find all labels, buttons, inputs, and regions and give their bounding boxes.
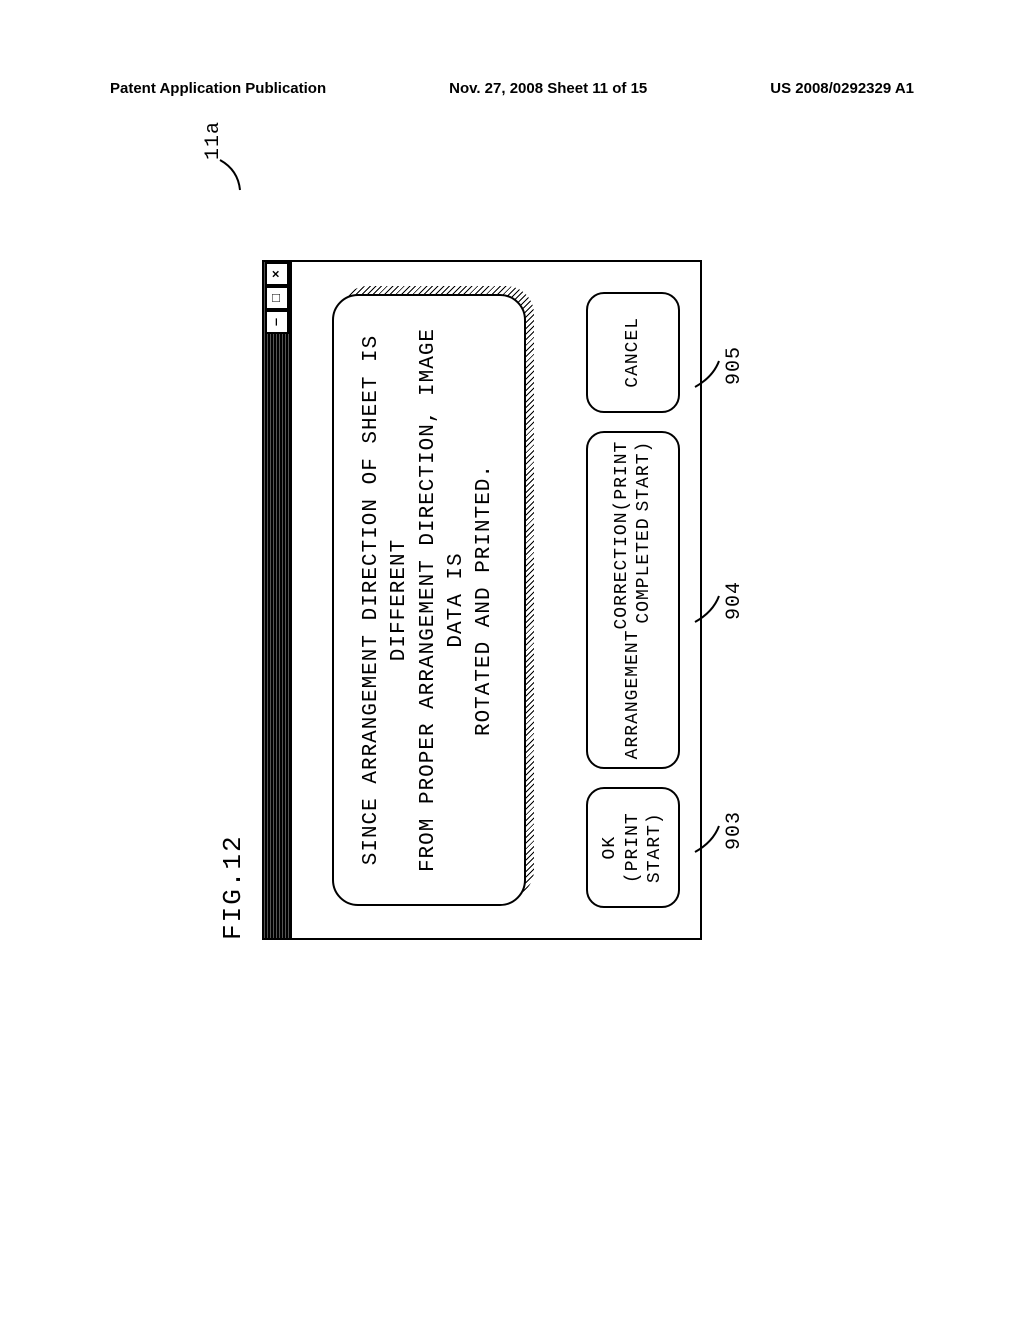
header-left: Patent Application Publication	[110, 80, 326, 97]
cancel-button[interactable]: CANCEL	[586, 292, 680, 413]
button-row: OK (PRINT START) ARRANGEMENTCORRECTION C…	[586, 288, 680, 912]
figure-12: FIG.12 ‒ □ × SINCE ARRANGEMENT DIRECTION…	[218, 260, 702, 940]
window-controls: ‒ □ ×	[264, 262, 289, 334]
message-line: ROTATED AND PRINTED.	[471, 318, 499, 882]
dialog-client-area: SINCE ARRANGEMENT DIRECTION OF SHEET IS …	[292, 262, 700, 938]
callout-cancel-ref: 905	[723, 346, 746, 385]
ok-print-start-button[interactable]: OK (PRINT START)	[586, 787, 680, 908]
message-line: FROM PROPER ARRANGEMENT DIRECTION, IMAGE…	[415, 318, 472, 882]
patent-header: Patent Application Publication Nov. 27, …	[110, 80, 914, 97]
callout-ok-ref: 903	[723, 811, 746, 850]
message-line: SINCE ARRANGEMENT DIRECTION OF SHEET IS …	[358, 318, 415, 882]
titlebar: ‒ □ ×	[264, 262, 292, 938]
minimize-icon[interactable]: ‒	[265, 310, 289, 334]
header-right: US 2008/0292329 A1	[770, 80, 914, 97]
maximize-icon[interactable]: □	[265, 286, 289, 310]
close-icon[interactable]: ×	[265, 262, 289, 286]
arrangement-correction-button[interactable]: ARRANGEMENTCORRECTION COMPLETED(PRINT ST…	[586, 431, 680, 770]
header-center: Nov. 27, 2008 Sheet 11 of 15	[449, 80, 647, 97]
message-panel: SINCE ARRANGEMENT DIRECTION OF SHEET IS …	[332, 294, 526, 906]
dialog-window: ‒ □ × SINCE ARRANGEMENT DIRECTION OF SHE…	[262, 260, 702, 940]
figure-label: FIG.12	[218, 260, 248, 940]
message-text: SINCE ARRANGEMENT DIRECTION OF SHEET IS …	[332, 294, 526, 906]
callout-label: 11a	[202, 121, 225, 160]
callout-correct-ref: 904	[723, 581, 746, 620]
